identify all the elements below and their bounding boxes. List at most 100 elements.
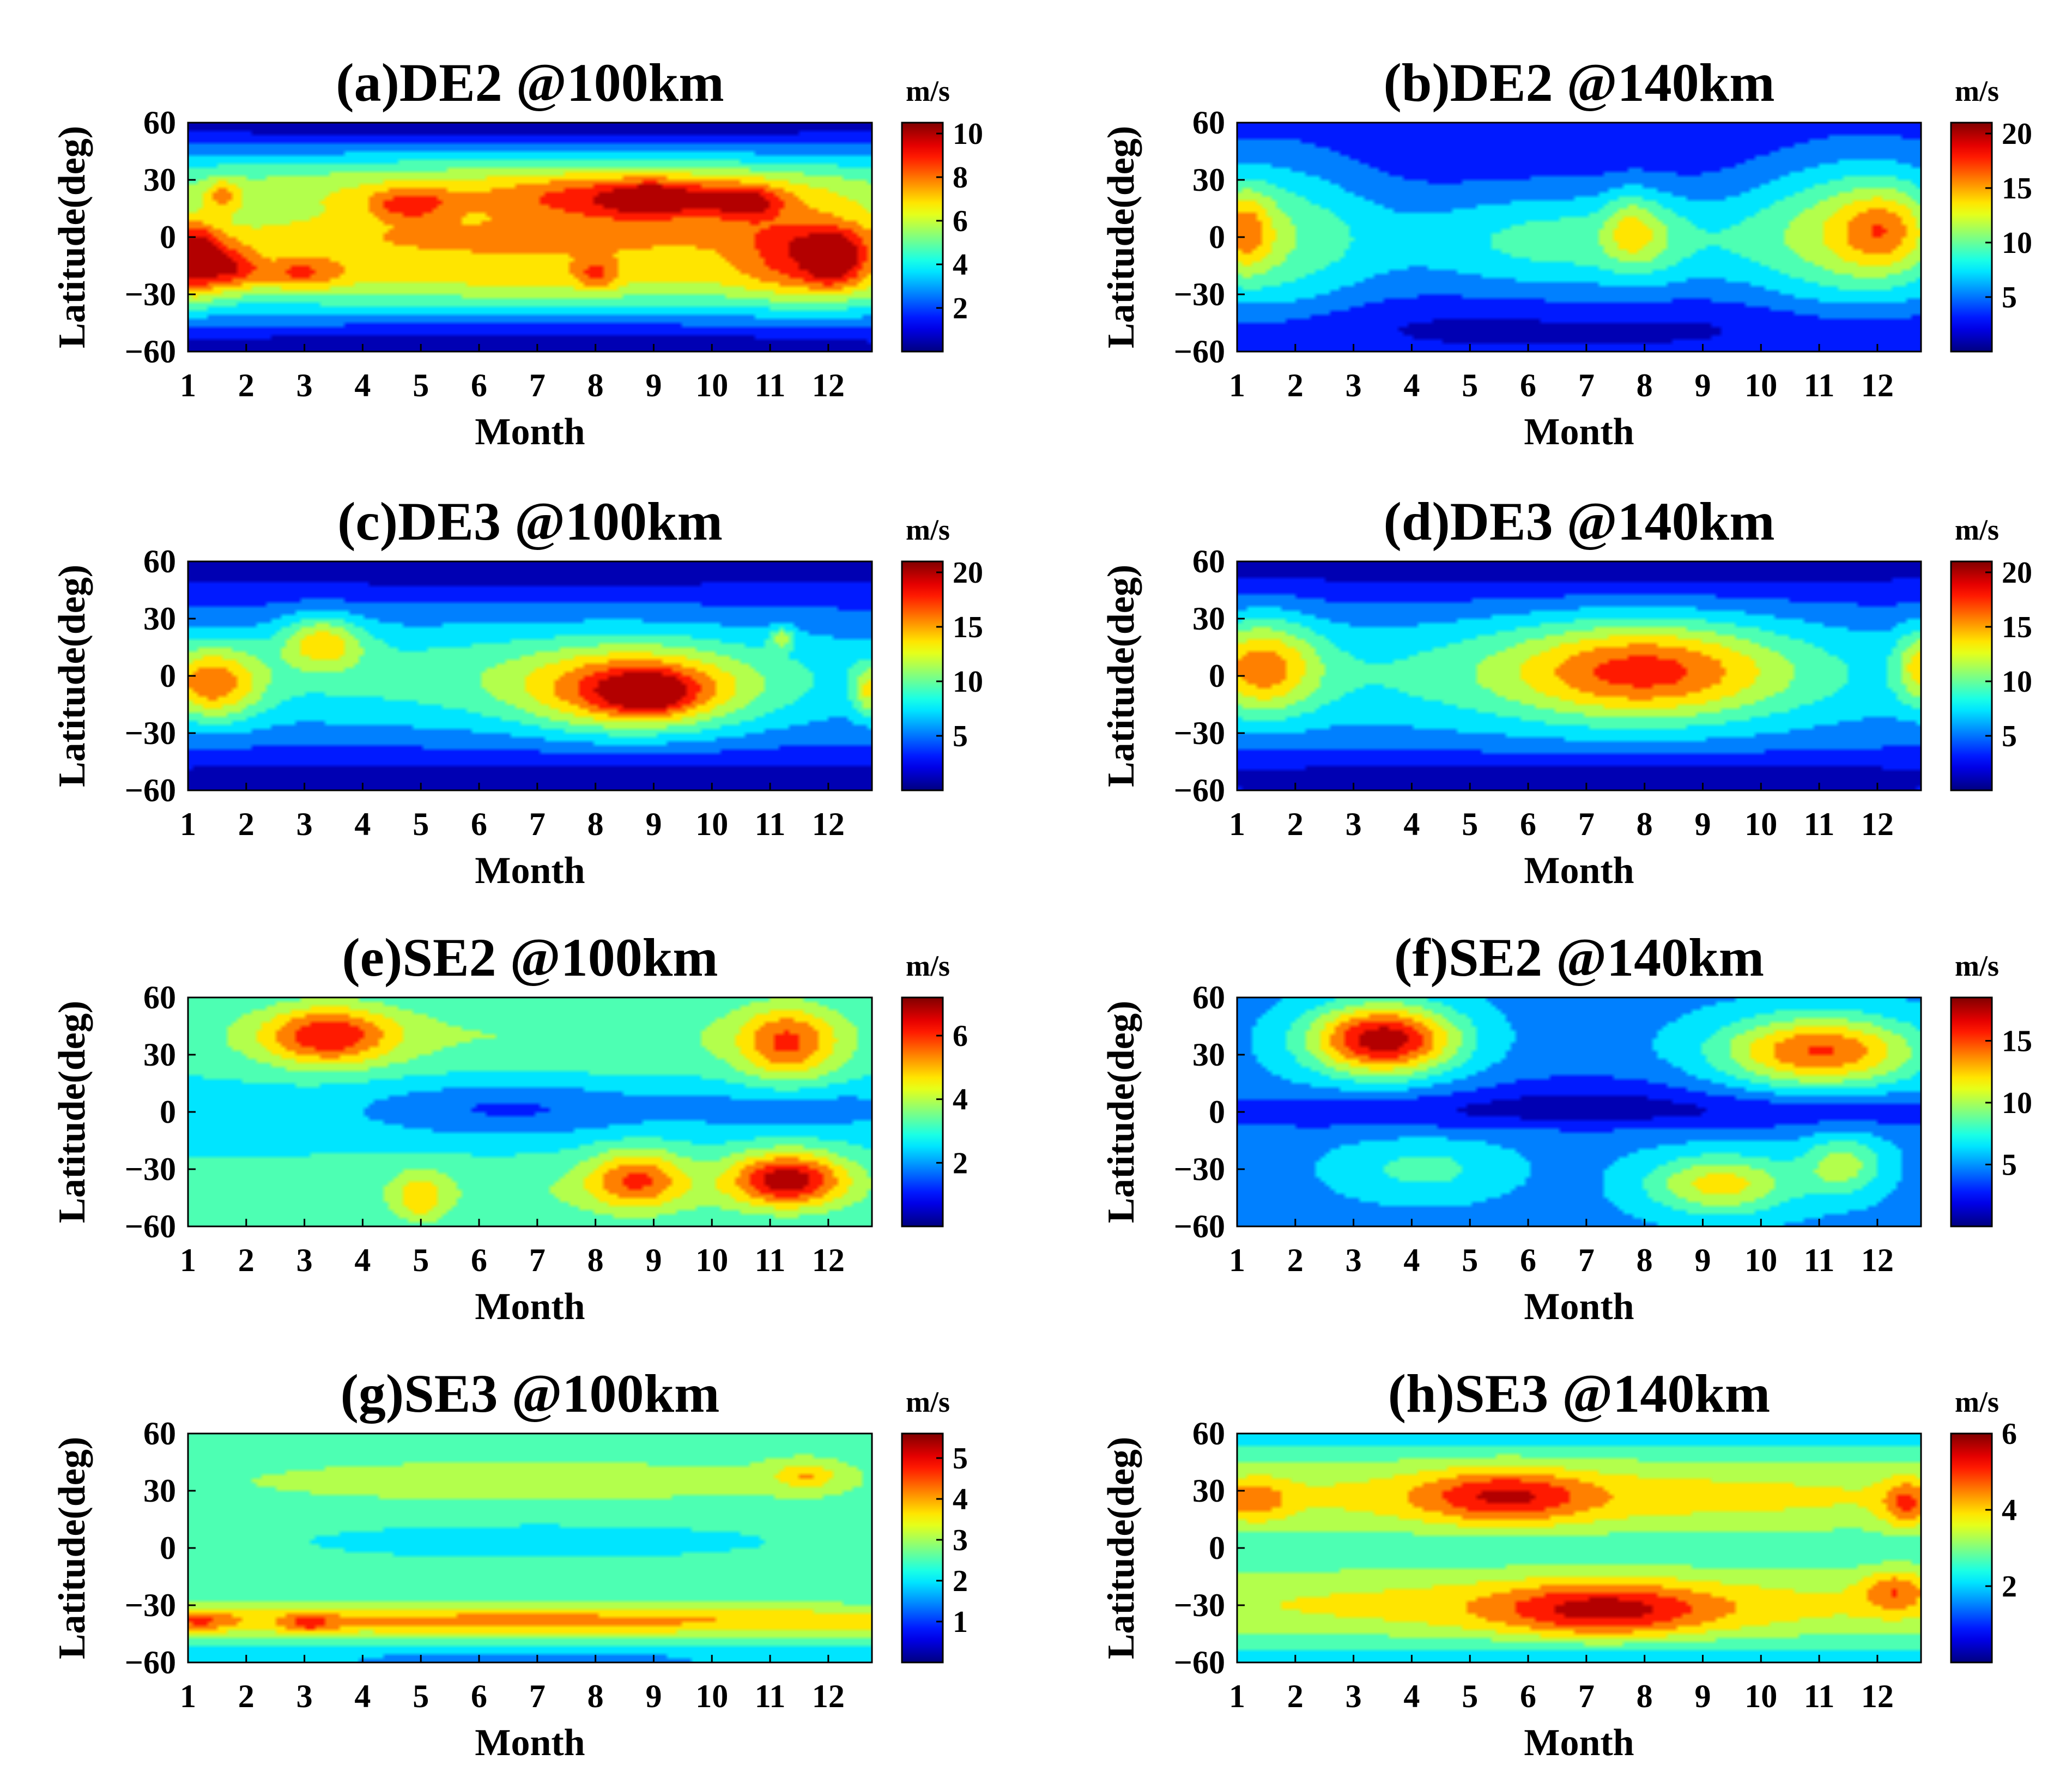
x-tick-label: 3 (296, 1678, 313, 1714)
x-axis-label: Month (1524, 850, 1634, 892)
contour-field (1237, 561, 1921, 790)
y-tick-label: 0 (160, 658, 176, 694)
x-tick-label: 2 (1287, 1678, 1304, 1714)
colorbar-tick-label: 2 (953, 1564, 968, 1598)
y-tick-label: 60 (143, 105, 176, 141)
y-tick-label: 0 (1209, 1094, 1225, 1130)
colorbar-tick-label: 4 (953, 1083, 968, 1117)
y-tick-label: 0 (160, 219, 176, 255)
x-tick-label: 8 (1637, 1678, 1653, 1714)
y-axis-label: Latitude(deg) (51, 1437, 93, 1659)
y-tick-label: −30 (1174, 715, 1225, 751)
contour-field (188, 1434, 872, 1662)
x-tick-label: 2 (1287, 367, 1304, 403)
x-tick-label: 4 (1403, 1242, 1420, 1278)
x-tick-label: 6 (1520, 1678, 1536, 1714)
colorbar-tick-label: 5 (2002, 1148, 2017, 1182)
y-axis-label: Latitude(deg) (51, 565, 93, 787)
x-tick-label: 9 (1694, 806, 1711, 842)
x-tick-label: 8 (1637, 1242, 1653, 1278)
panel-title: (a)DE2 @100km (336, 52, 724, 113)
y-tick-label: 60 (143, 979, 176, 1015)
y-tick-label: 0 (160, 1530, 176, 1566)
colorbar-tick-label: 4 (953, 1483, 968, 1516)
y-tick-label: 30 (143, 601, 176, 637)
x-tick-label: 7 (529, 1242, 546, 1278)
x-tick-label: 11 (1804, 1242, 1835, 1278)
colorbar-tick-label: 3 (953, 1523, 968, 1557)
y-tick-label: −60 (125, 334, 176, 370)
x-tick-label: 6 (1520, 806, 1536, 842)
x-tick-label: 7 (1578, 1242, 1595, 1278)
x-tick-label: 2 (238, 1678, 255, 1714)
x-tick-label: 9 (645, 1242, 662, 1278)
x-tick-label: 12 (1861, 806, 1894, 842)
x-tick-label: 7 (1578, 806, 1595, 842)
x-tick-label: 5 (413, 1678, 429, 1714)
x-tick-label: 2 (238, 367, 255, 403)
x-axis-label: Month (1524, 1286, 1634, 1328)
panel-title: (g)SE3 @100km (341, 1363, 720, 1424)
y-tick-label: 30 (143, 1037, 176, 1073)
x-tick-label: 3 (296, 1242, 313, 1278)
y-axis-label: Latitude(deg) (1100, 1001, 1142, 1223)
y-tick-label: 60 (1192, 543, 1225, 579)
x-axis-label: Month (1524, 411, 1634, 453)
x-tick-label: 4 (354, 1678, 371, 1714)
colorbar-unit-label: m/s (1955, 513, 1999, 546)
y-tick-label: 60 (143, 543, 176, 579)
x-tick-label: 10 (1744, 806, 1777, 842)
colorbar-tick-label: 5 (2002, 719, 2017, 753)
x-tick-label: 9 (645, 367, 662, 403)
y-tick-label: −30 (1174, 276, 1225, 312)
contour-field (1237, 123, 1921, 352)
panel-title: (e)SE2 @100km (342, 927, 718, 988)
x-tick-label: 8 (587, 1678, 604, 1714)
contour-field (188, 561, 872, 790)
x-tick-label: 6 (1520, 1242, 1536, 1278)
x-tick-label: 10 (1744, 1242, 1777, 1278)
y-tick-label: −60 (1174, 1644, 1225, 1680)
colorbar-unit-label: m/s (1955, 75, 1999, 107)
panel-title: (b)DE2 @140km (1383, 52, 1774, 113)
x-tick-label: 7 (529, 367, 546, 403)
panel-title: (c)DE3 @100km (337, 491, 723, 552)
x-tick-label: 1 (1229, 1242, 1245, 1278)
colorbar (901, 1432, 944, 1664)
x-axis-label: Month (475, 411, 585, 453)
colorbar-tick-label: 4 (2002, 1493, 2017, 1527)
y-tick-label: −60 (1174, 1208, 1225, 1244)
y-tick-label: −60 (125, 772, 176, 808)
x-tick-label: 9 (1694, 1242, 1711, 1278)
x-tick-label: 7 (529, 1678, 546, 1714)
colorbar (901, 560, 944, 791)
y-tick-label: −60 (125, 1644, 176, 1680)
x-tick-label: 12 (812, 1242, 845, 1278)
x-tick-label: 8 (1637, 806, 1653, 842)
x-tick-label: 10 (695, 1678, 728, 1714)
x-tick-label: 3 (296, 806, 313, 842)
x-tick-label: 9 (1694, 367, 1711, 403)
x-tick-label: 5 (413, 806, 429, 842)
colorbar (1950, 122, 1993, 353)
x-tick-label: 9 (645, 806, 662, 842)
colorbar-tick-label: 10 (2002, 665, 2032, 699)
x-tick-label: 5 (1462, 1242, 1478, 1278)
x-tick-label: 12 (812, 1678, 845, 1714)
colorbar-tick-label: 10 (2002, 226, 2032, 260)
x-tick-label: 1 (180, 806, 196, 842)
x-tick-label: 12 (1861, 1678, 1894, 1714)
x-tick-label: 12 (1861, 1242, 1894, 1278)
y-tick-label: −60 (1174, 772, 1225, 808)
x-tick-label: 10 (1744, 1678, 1777, 1714)
x-tick-label: 9 (1694, 1678, 1711, 1714)
x-tick-label: 1 (1229, 1678, 1245, 1714)
x-tick-label: 4 (1403, 367, 1420, 403)
